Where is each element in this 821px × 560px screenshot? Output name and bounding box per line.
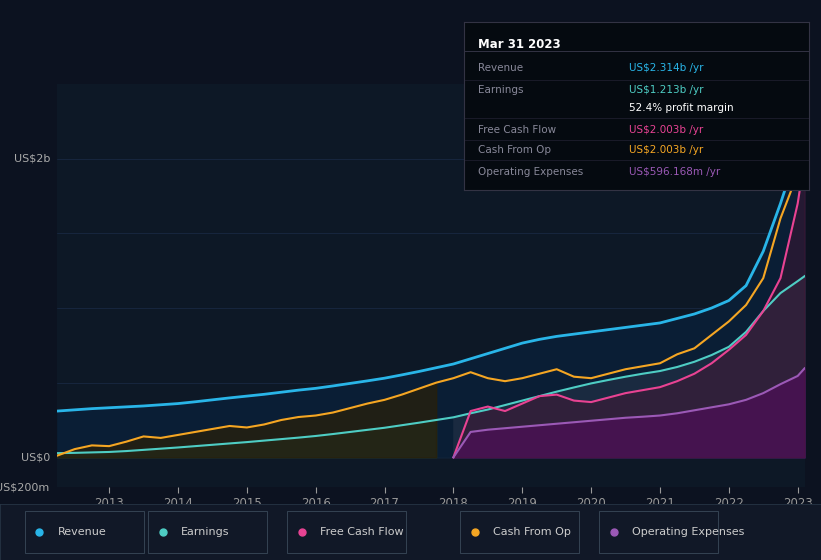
Text: Revenue: Revenue: [478, 63, 523, 73]
Text: US$596.168m /yr: US$596.168m /yr: [630, 167, 721, 177]
Text: Mar 31 2023: Mar 31 2023: [478, 38, 560, 50]
Text: Operating Expenses: Operating Expenses: [632, 527, 745, 537]
Text: Cash From Op: Cash From Op: [493, 527, 571, 537]
Text: Revenue: Revenue: [57, 527, 106, 537]
Text: US$2.003b /yr: US$2.003b /yr: [630, 125, 704, 135]
Text: US$2.314b /yr: US$2.314b /yr: [630, 63, 704, 73]
Text: US$2b: US$2b: [14, 153, 50, 164]
Text: US$2.003b /yr: US$2.003b /yr: [630, 145, 704, 155]
Text: Operating Expenses: Operating Expenses: [478, 167, 583, 177]
Text: US$1.213b /yr: US$1.213b /yr: [630, 85, 704, 95]
Text: Free Cash Flow: Free Cash Flow: [320, 527, 404, 537]
Text: Cash From Op: Cash From Op: [478, 145, 551, 155]
Text: Free Cash Flow: Free Cash Flow: [478, 125, 556, 135]
Text: -US$200m: -US$200m: [0, 482, 50, 492]
Text: 52.4% profit margin: 52.4% profit margin: [630, 103, 734, 113]
Text: Earnings: Earnings: [478, 85, 523, 95]
Text: Earnings: Earnings: [181, 527, 229, 537]
Text: US$0: US$0: [21, 452, 50, 463]
